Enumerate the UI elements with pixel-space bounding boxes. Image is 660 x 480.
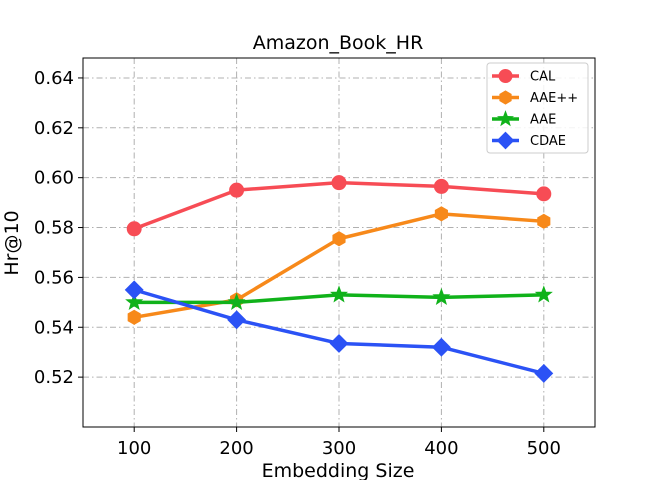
y-tick-label: 0.52: [34, 367, 74, 388]
series-cdae: [124, 280, 554, 383]
y-axis-label: Hr@10: [1, 210, 23, 275]
legend-marker: [496, 131, 515, 150]
data-point: [537, 213, 551, 229]
data-point: [434, 206, 448, 222]
data-point: [432, 287, 451, 306]
legend-entry: CAL: [492, 69, 556, 85]
y-tick-label: 0.60: [34, 168, 74, 189]
legend-box: [486, 62, 589, 154]
legend-entry: CDAE: [492, 131, 566, 150]
legend-marker: [497, 110, 514, 127]
data-point: [227, 292, 246, 311]
legend-label: AAE++: [530, 91, 578, 106]
legend-label: CDAE: [530, 134, 566, 149]
series-layer: [124, 175, 554, 383]
data-point: [433, 178, 449, 194]
y-tick-label: 0.62: [34, 118, 74, 139]
x-tick-label: 400: [424, 438, 458, 459]
y-tick-label: 0.64: [34, 68, 74, 89]
data-point: [329, 285, 349, 303]
legend-marker: [498, 69, 513, 83]
data-point: [332, 231, 346, 247]
legend-label: CAL: [530, 70, 556, 85]
data-point: [534, 285, 553, 303]
y-tick-label: 0.58: [34, 218, 74, 239]
x-tick-label: 100: [117, 438, 151, 459]
y-tick-label: 0.54: [34, 317, 74, 338]
legend-entry: AAE: [492, 110, 556, 128]
chart-title: Amazon_Book_HR: [253, 32, 424, 54]
legend: CAL AAE++ AAE CDAE: [486, 62, 589, 154]
data-point: [126, 221, 142, 237]
data-point: [431, 337, 451, 357]
data-point: [227, 310, 247, 330]
data-point: [536, 186, 552, 202]
x-tick-label: 500: [527, 438, 561, 459]
data-point: [125, 292, 144, 311]
data-point: [331, 175, 347, 191]
ticks: 100 200 300 400 500 0.52 0.54 0.56 0.58 0.60 0.62 0…: [34, 68, 561, 459]
data-point: [534, 363, 554, 383]
legend-entry: AAE++: [492, 90, 578, 106]
data-point: [124, 280, 144, 300]
series-cal: [126, 175, 552, 237]
series-aae: [125, 285, 553, 311]
x-tick-label: 300: [322, 438, 356, 459]
data-point: [229, 182, 245, 198]
series-aae-: [127, 206, 551, 325]
data-point: [329, 334, 349, 353]
legend-label: AAE: [530, 113, 556, 128]
legend-marker: [499, 90, 512, 105]
y-tick-label: 0.56: [34, 267, 74, 288]
x-tick-label: 200: [219, 438, 253, 459]
data-point: [127, 309, 141, 325]
x-axis-label: Embedding Size: [262, 460, 415, 480]
